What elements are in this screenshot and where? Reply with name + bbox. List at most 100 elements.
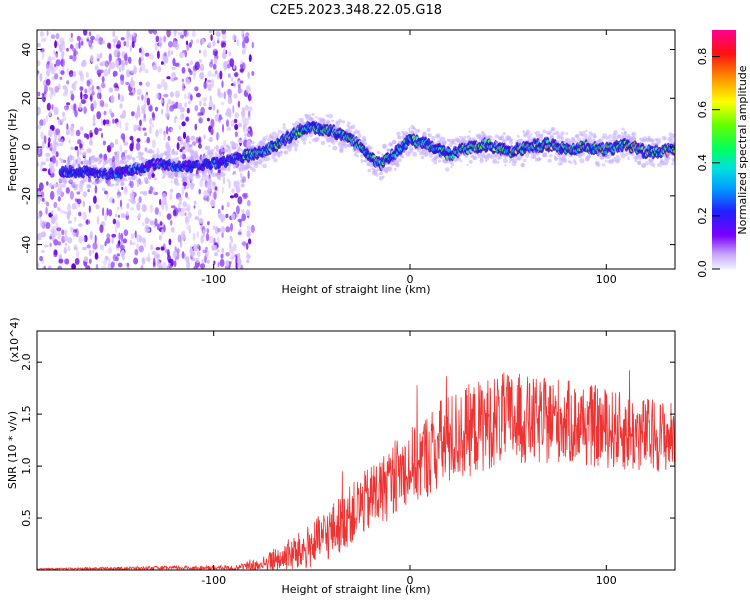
spectrogram-noise-speck bbox=[55, 141, 58, 148]
spectrogram-noise-speck bbox=[235, 256, 238, 266]
spectrogram-noise-speck bbox=[203, 190, 209, 199]
spectrogram-noise-speck bbox=[94, 37, 99, 42]
spectrogram-halo-point bbox=[357, 133, 362, 138]
spectrogram-noise-speck bbox=[83, 106, 87, 115]
spectrogram-noise-speck bbox=[79, 86, 84, 91]
spectrogram-noise-speck bbox=[240, 172, 243, 178]
spectrogram-halo-point bbox=[582, 137, 585, 140]
spectrogram-halo-point bbox=[132, 174, 138, 180]
spectrogram-noise-speck bbox=[49, 183, 53, 188]
spectrogram-noise-speck bbox=[70, 93, 75, 101]
spectrogram-noise-speck bbox=[174, 115, 178, 120]
spectrogram-halo-point bbox=[68, 161, 71, 165]
spectrogram-noise-speck bbox=[206, 180, 212, 190]
spectrogram-noise-speck bbox=[245, 37, 249, 44]
spectrogram-noise-speck bbox=[134, 230, 137, 239]
spectrogram-noise-speck bbox=[195, 136, 199, 144]
spectrogram-noise-speck bbox=[101, 220, 105, 225]
spectrogram-noise-speck bbox=[197, 244, 201, 249]
spectrogram-noise-speck bbox=[190, 39, 193, 45]
spectrogram-noise-speck bbox=[158, 39, 163, 48]
spectrogram-halo-point bbox=[659, 165, 662, 168]
spectrogram-noise-speck bbox=[45, 206, 48, 215]
spectrogram-halo-point bbox=[122, 156, 127, 161]
spectrogram-halo-point bbox=[651, 139, 655, 143]
spectrogram-noise-speck bbox=[223, 48, 227, 55]
spectrogram-noise-speck bbox=[199, 217, 204, 225]
spectrogram-y-tick-label: -40 bbox=[20, 236, 33, 254]
snr-y-tick-label: 1.0 bbox=[20, 457, 33, 475]
spectrogram-y-axis-label: Frequency (Hz) bbox=[6, 109, 19, 192]
spectrogram-noise-speck bbox=[112, 30, 116, 38]
spectrogram-halo-point bbox=[178, 172, 181, 175]
spectrogram-halo-point bbox=[575, 133, 580, 138]
spectrogram-noise-speck bbox=[91, 91, 95, 96]
spectrogram-y-tick-label: 40 bbox=[20, 43, 33, 57]
snr-x-ticks: -100 0 100 bbox=[201, 331, 617, 587]
spectrogram-noise-speck bbox=[228, 73, 231, 78]
spectrogram-noise-speck bbox=[170, 219, 173, 226]
spectrogram-halo-point bbox=[537, 140, 540, 143]
spectrogram-noise-speck bbox=[93, 100, 97, 109]
spectrogram-noise-speck bbox=[191, 30, 196, 37]
spectrogram-noise-speck bbox=[228, 180, 231, 189]
spectrogram-noise-speck bbox=[186, 261, 191, 269]
spectrogram-halo-point bbox=[439, 155, 444, 160]
spectrogram-noise-speck bbox=[119, 244, 125, 250]
spectrogram-halo-point bbox=[583, 133, 588, 138]
spectrogram-noise-speck bbox=[73, 103, 77, 112]
spectrogram-noise-speck bbox=[101, 76, 105, 83]
spectrogram-noise-speck bbox=[212, 40, 216, 47]
spectrogram-halo-point bbox=[280, 150, 284, 154]
spectrogram-noise-speck bbox=[89, 95, 92, 101]
spectrogram-noise-speck bbox=[74, 257, 80, 265]
spectrogram-noise-speck bbox=[221, 248, 224, 253]
spectrogram-noise-speck bbox=[159, 221, 163, 226]
spectrogram-noise-speck bbox=[72, 71, 77, 78]
spectrogram-noise-speck bbox=[103, 68, 109, 78]
spectrogram-halo-point bbox=[165, 151, 170, 156]
spectrogram-noise-speck bbox=[188, 100, 192, 105]
spectrogram-halo-point bbox=[433, 160, 438, 165]
spectrogram-noise-speck bbox=[207, 79, 212, 83]
spectrogram-noise-speck bbox=[212, 225, 216, 231]
spectrogram-noise-speck bbox=[182, 201, 187, 208]
spectrogram-noise-speck bbox=[74, 80, 78, 85]
spectrogram-noise-speck bbox=[231, 188, 235, 193]
spectrogram-noise-speck bbox=[119, 120, 122, 129]
spectrogram-noise-speck bbox=[86, 244, 91, 249]
spectrogram-noise-speck bbox=[198, 117, 203, 124]
spectrogram-noise-speck bbox=[63, 235, 69, 242]
spectrogram-panel: -100 0 100 -40 -20 0 20 40 Height of straight … bbox=[6, 29, 676, 296]
spectrogram-noise-speck bbox=[130, 70, 136, 74]
spectrogram-noise-speck bbox=[80, 161, 84, 165]
spectrogram-noise-speck bbox=[223, 139, 227, 149]
spectrogram-halo-point bbox=[396, 131, 401, 137]
spectrogram-noise-speck bbox=[50, 34, 56, 39]
spectrogram-noise-speck bbox=[40, 131, 44, 140]
spectrogram-noise-speck bbox=[95, 263, 99, 269]
spectrogram-halo-point bbox=[660, 158, 664, 162]
spectrogram-noise-speck bbox=[155, 129, 159, 138]
spectrogram-halo-point bbox=[152, 150, 155, 154]
spectrogram-noise-speck bbox=[146, 136, 151, 144]
spectrogram-halo-point bbox=[668, 156, 671, 160]
spectrogram-noise-speck bbox=[135, 142, 141, 151]
spectrogram-noise-speck bbox=[97, 40, 100, 45]
spectrogram-halo-point bbox=[549, 134, 554, 139]
spectrogram-noise-speck bbox=[171, 72, 177, 79]
spectrogram-noise-speck bbox=[232, 105, 235, 114]
spectrogram-noise-speck bbox=[171, 149, 175, 156]
spectrogram-halo-point bbox=[362, 159, 366, 163]
spectrogram-noise-speck bbox=[58, 43, 63, 53]
spectrogram-halo-point bbox=[275, 133, 280, 138]
spectrogram-noise-speck bbox=[113, 49, 118, 58]
spectrogram-noise-speck bbox=[107, 263, 112, 269]
spectrogram-halo-point bbox=[76, 162, 79, 165]
spectrogram-halo-point bbox=[574, 140, 577, 143]
spectrogram-noise-speck bbox=[76, 35, 81, 42]
spectrogram-noise-speck bbox=[236, 39, 240, 47]
spectrogram-noise-speck bbox=[57, 265, 63, 269]
spectrogram-noise-speck bbox=[196, 250, 201, 258]
spectrogram-noise-speck bbox=[186, 78, 190, 85]
